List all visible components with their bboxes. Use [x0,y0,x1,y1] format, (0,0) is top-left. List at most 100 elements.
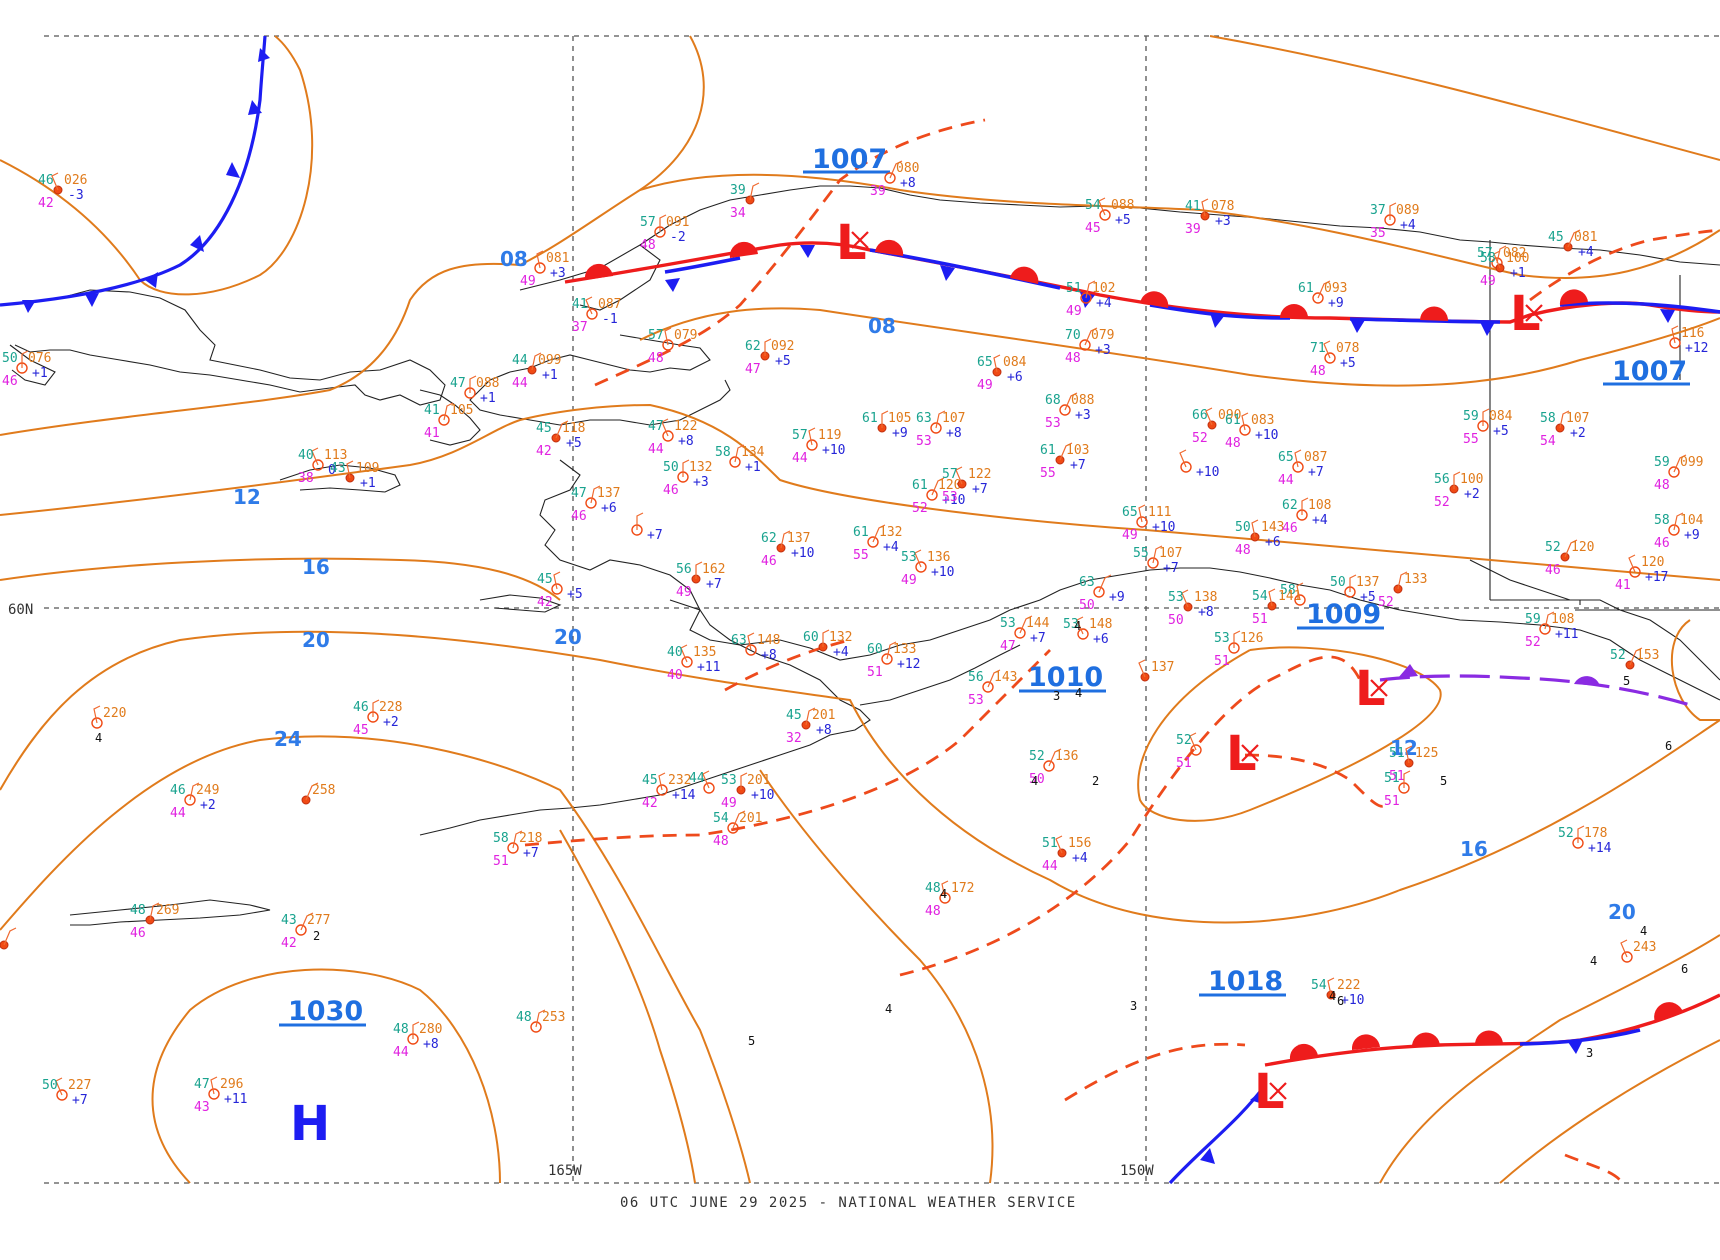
station-temperature: 56 [676,562,692,577]
station-temperature: 56 [1434,472,1450,487]
station-temperature: 61 [912,478,928,493]
cold-fronts [0,35,1267,1185]
station-visibility: 3 [1130,999,1137,1013]
station-dewpoint: 51 [1252,612,1268,627]
station-dewpoint: 48 [713,834,729,849]
station-temperature: 53 [901,550,917,565]
station-pressure: 201 [812,708,835,723]
station-dewpoint: 48 [648,351,664,366]
station-pressure: 143 [1261,520,1284,535]
station-temperature: 57 [792,428,808,443]
station-temperature: 63 [916,411,932,426]
station-marker [56,1089,68,1101]
station-marker [1239,424,1251,436]
station-dewpoint: 34 [730,206,746,221]
station-pressure: 222 [1337,978,1360,993]
station-pressure: 113 [324,448,347,463]
station-marker [1621,951,1633,963]
station-pressure-change: +3 [550,266,566,281]
wind-barb [412,1021,420,1039]
station-pressure-change: +4 [1400,218,1416,233]
station-marker [662,339,674,351]
station-pressure-change: +2 [1570,426,1586,441]
wind-barb [210,1076,218,1095]
pressure-centers: 1007 1007 1009 1010 1018 1030 [279,144,1690,1027]
station-visibility: 4 [1031,774,1038,788]
station-pressure: 162 [702,562,725,577]
wind-barb [1251,519,1259,538]
station-marker [208,1088,220,1100]
station-temperature: 41 [424,403,440,418]
station-dewpoint: 50 [1168,613,1184,628]
wind-barb [935,410,946,429]
station-pressure-change: +8 [900,176,916,191]
station-temperature: 50 [1235,520,1251,535]
station-pressure-change: -3 [68,188,84,203]
station-dewpoint: 48 [1065,351,1081,366]
station-marker [312,459,324,471]
station-pressure: 227 [68,1078,91,1093]
station-temperature: 56 [968,670,984,685]
station-pressure: 120 [938,478,961,493]
stationary-front-south [1264,993,1720,1067]
wind-barb [1084,327,1098,346]
wind-barb [1085,280,1096,299]
wind-barb [1294,449,1302,468]
wind-barb [1327,977,1335,996]
station-temperature: 53 [1000,616,1016,631]
station-pressure-change: +3 [1095,343,1111,358]
station-dewpoint: 53 [968,693,984,708]
station-pressure-change: +7 [72,1093,88,1108]
wind-barb [1397,571,1408,590]
station-dewpoint: 49 [1122,528,1138,543]
wind-barb [1567,229,1581,248]
station-pressure-change: +11 [1555,627,1578,642]
wind-barb [680,644,688,663]
station-visibility: 6 [1337,994,1344,1008]
longitude-label-165w: 165W [548,1163,582,1179]
station-pressure: 232 [668,773,691,788]
pressure-center-value: 1030 [288,996,363,1027]
wind-barb [1629,647,1643,666]
station-dewpoint: 48 [640,238,656,253]
station-dewpoint: 54 [1540,434,1556,449]
station-pressure-change: +5 [1340,356,1356,371]
station-dewpoint: 50 [1029,772,1045,787]
station-temperature: 60 [803,630,819,645]
station-pressure-change: +5 [1115,213,1131,228]
station-pressure-change: +10 [931,565,954,580]
station-dewpoint: 39 [1185,222,1201,237]
wind-barb [149,902,160,921]
station-dewpoint: 44 [512,376,528,391]
station-pressure: 100 [1506,251,1529,266]
station-pressure: 076 [28,351,51,366]
station-pressure: 135 [693,645,716,660]
station-temperature: 53 [1214,631,1230,646]
station-visibility: 3 [1586,1046,1593,1060]
station-marker [1629,566,1641,578]
wind-barb [872,524,886,543]
station-dewpoint: 42 [537,595,553,610]
wind-barb [1673,512,1684,531]
wind-barb [987,669,1001,688]
station-dewpoint: 46 [2,374,18,389]
station-pressure: 120 [1571,540,1594,555]
station-marker [662,430,674,442]
station-dewpoint: 48 [1654,478,1670,493]
station-pressure-change: +7 [706,577,722,592]
station-dewpoint: 43 [194,1100,210,1115]
station-temperature: 50 [2,351,18,366]
wind-barb [311,447,319,466]
station-pressure-change: +17 [1645,570,1668,585]
station-temperature: 47 [194,1077,210,1092]
station-marker [1668,466,1680,478]
station-pressure-change: +9 [1328,296,1344,311]
station-marker [534,262,546,274]
station-pressure: 088 [476,376,499,391]
troughs [524,118,1720,1182]
station-pressure-change: +1 [1510,266,1526,281]
station-visibility: 2 [1092,774,1099,788]
station-pressure: 133 [893,642,916,657]
station-visibility: 5 [748,1034,755,1048]
isobars [0,35,1720,1184]
